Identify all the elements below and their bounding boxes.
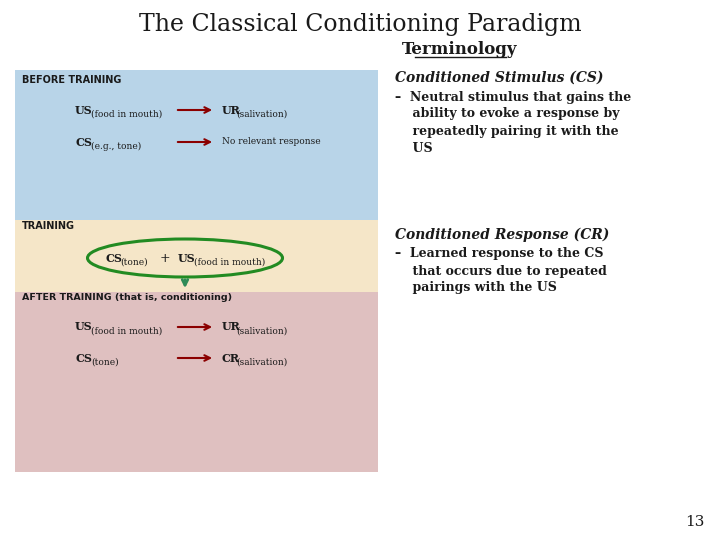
Text: BEFORE TRAINING: BEFORE TRAINING	[22, 75, 122, 85]
Text: CS: CS	[75, 353, 92, 363]
Text: US: US	[178, 253, 196, 264]
Text: (salivation): (salivation)	[236, 327, 287, 335]
Text: –  Learned response to the CS: – Learned response to the CS	[395, 247, 603, 260]
Text: The Classical Conditioning Paradigm: The Classical Conditioning Paradigm	[139, 14, 581, 37]
Text: +: +	[160, 252, 171, 265]
Text: (e.g., tone): (e.g., tone)	[91, 141, 141, 151]
Text: 13: 13	[685, 515, 705, 529]
Text: pairings with the US: pairings with the US	[395, 281, 557, 294]
Text: No relevant response: No relevant response	[222, 138, 320, 146]
Text: UR: UR	[222, 321, 240, 333]
Text: US: US	[75, 321, 93, 333]
Text: Terminology: Terminology	[402, 42, 518, 58]
Text: CS: CS	[75, 137, 92, 147]
Text: UR: UR	[222, 105, 240, 116]
Text: repeatedly pairing it with the: repeatedly pairing it with the	[395, 125, 618, 138]
Text: US: US	[395, 141, 433, 154]
Text: (tone): (tone)	[120, 258, 148, 267]
Text: Conditioned Stimulus (CS): Conditioned Stimulus (CS)	[395, 71, 603, 85]
Text: ability to evoke a response by: ability to evoke a response by	[395, 107, 619, 120]
Text: –  Neutral stimulus that gains the: – Neutral stimulus that gains the	[395, 91, 631, 104]
Bar	[15, 220, 378, 292]
Text: that occurs due to repeated: that occurs due to repeated	[395, 265, 607, 278]
Bar	[15, 292, 378, 472]
Text: (food in mouth): (food in mouth)	[194, 258, 265, 267]
Text: TRAINING: TRAINING	[22, 221, 75, 231]
Text: (salivation): (salivation)	[236, 357, 287, 367]
Text: AFTER TRAINING (that is, conditioning): AFTER TRAINING (that is, conditioning)	[22, 294, 232, 302]
Text: CR: CR	[222, 353, 240, 363]
Text: US: US	[75, 105, 93, 116]
Text: (food in mouth): (food in mouth)	[91, 327, 162, 335]
Text: (tone): (tone)	[91, 357, 119, 367]
Bar	[15, 70, 378, 220]
Text: (salivation): (salivation)	[236, 110, 287, 118]
Text: (food in mouth): (food in mouth)	[91, 110, 162, 118]
Text: Conditioned Response (CR): Conditioned Response (CR)	[395, 228, 609, 242]
Text: CS: CS	[105, 253, 122, 264]
